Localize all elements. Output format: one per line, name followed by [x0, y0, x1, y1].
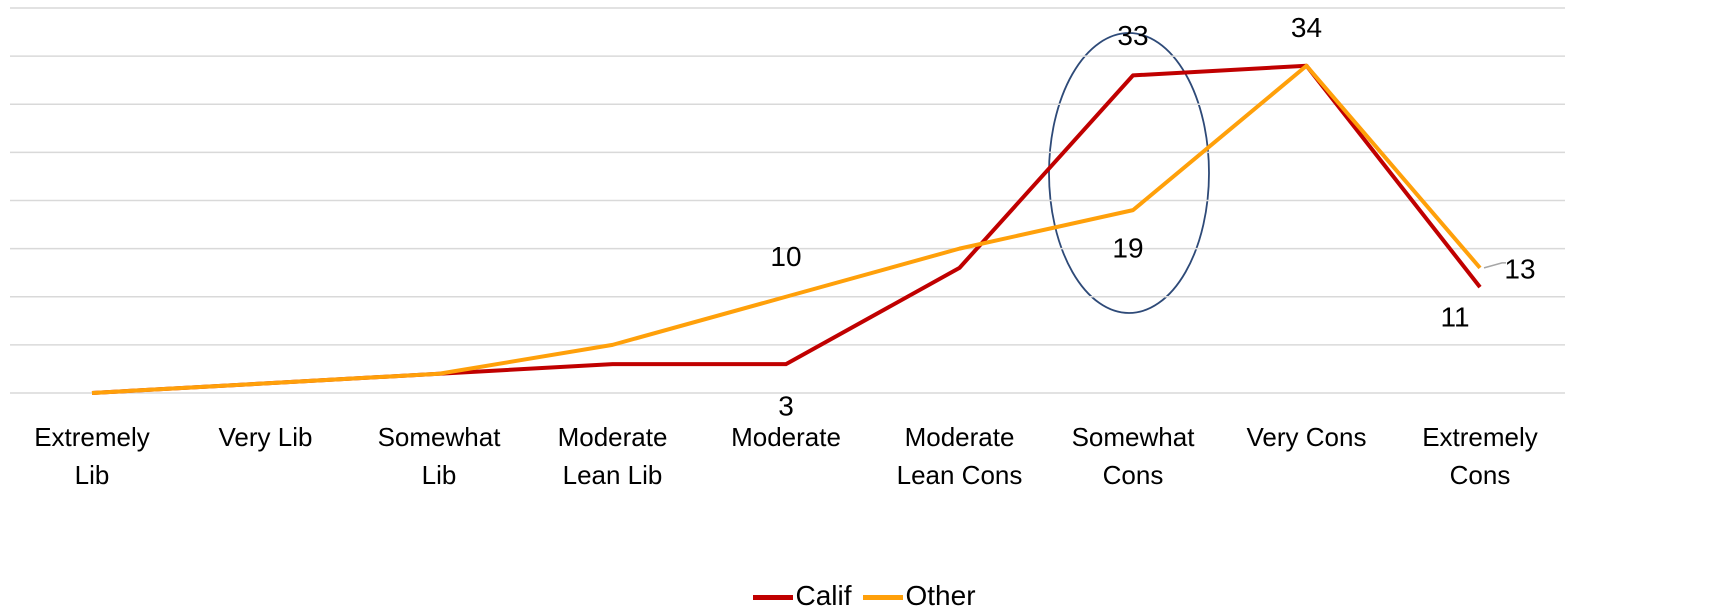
legend-item: Calif: [753, 580, 851, 611]
x-tick-label: Somewhat Cons: [1071, 422, 1195, 490]
data-label: 33: [1117, 20, 1148, 51]
data-label: 11: [1440, 302, 1469, 333]
x-tick-label: Very Lib: [218, 422, 313, 452]
legend-swatch: [753, 595, 794, 601]
x-tick-label: Moderate Lean Lib: [557, 422, 668, 490]
data-label: 19: [1112, 233, 1143, 264]
x-tick-label: Somewhat Lib: [377, 422, 501, 490]
legend-swatch: [863, 595, 904, 601]
highlight-ellipse: [1048, 32, 1210, 314]
x-tick-label: Extremely Cons: [1422, 422, 1538, 490]
legend: Calif Other: [0, 580, 1729, 612]
x-tick-label: Very Cons: [1246, 422, 1367, 452]
data-label: 10: [770, 241, 801, 272]
series-line: [91, 63, 1482, 395]
data-label: 3: [778, 391, 794, 422]
series-line: [91, 63, 1482, 395]
legend-label: Calif: [795, 580, 852, 611]
data-label: 34: [1291, 12, 1322, 43]
data-label: 13: [1504, 253, 1535, 284]
leader-line: [1483, 262, 1506, 269]
x-tick-label: Extremely Lib: [34, 422, 150, 490]
legend-label: Other: [905, 580, 976, 611]
legend-item: Other: [863, 580, 976, 611]
x-tick-label: Moderate Lean Cons: [896, 422, 1023, 490]
x-tick-label: Moderate: [731, 422, 841, 452]
